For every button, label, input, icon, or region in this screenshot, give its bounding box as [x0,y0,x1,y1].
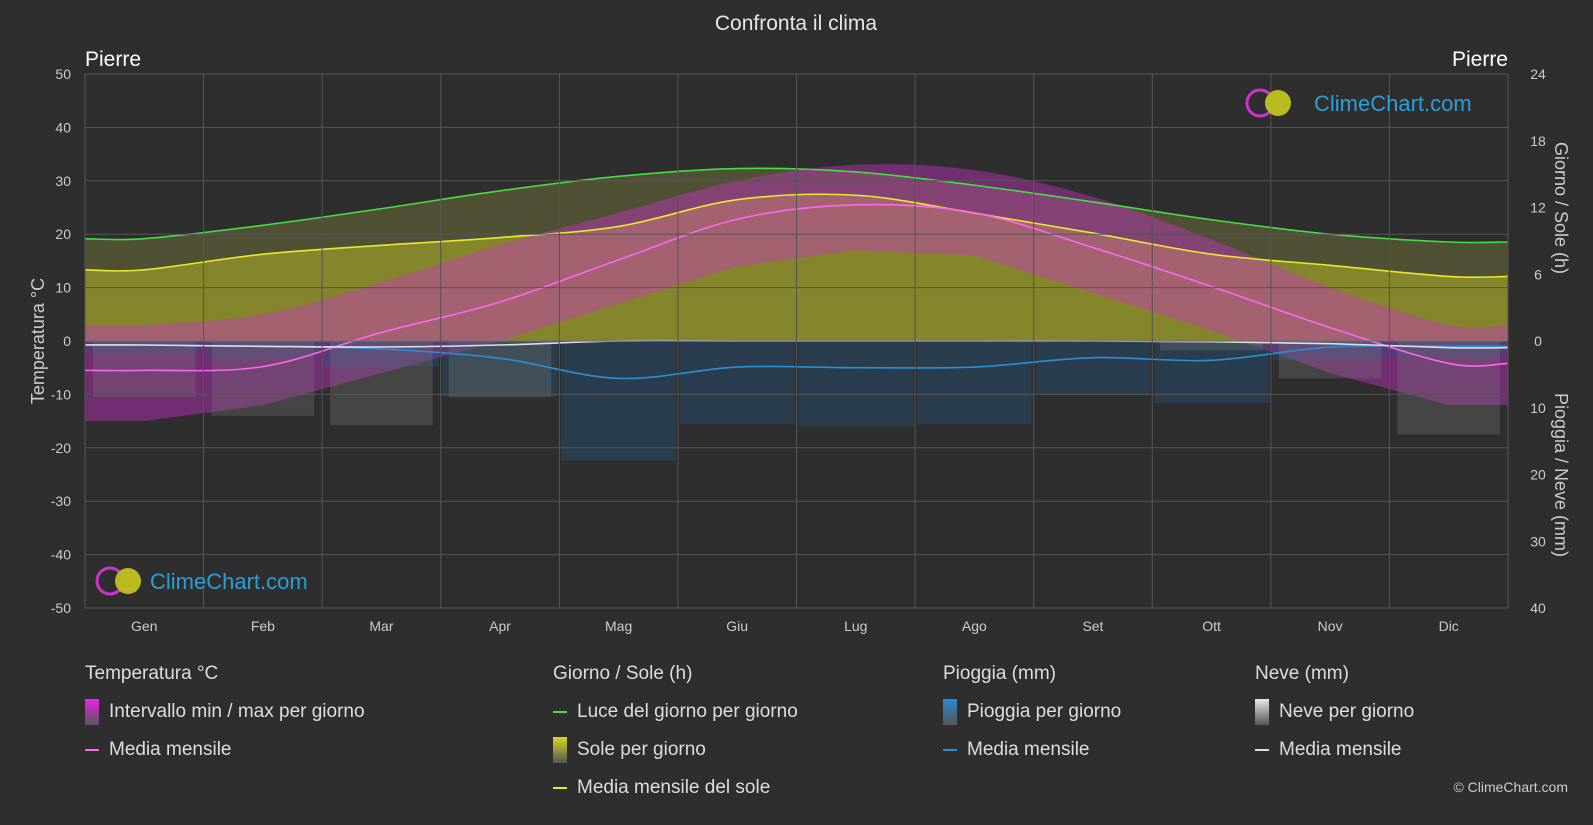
legend-swatch [553,711,567,713]
x-month-label: Ott [1202,618,1221,634]
y-left-tick-label: -20 [51,440,71,456]
y-left-tick-label: -10 [51,386,71,402]
rain-bar [442,341,558,397]
snow-bar [330,341,433,426]
legend-swatch [85,699,99,725]
legend-item-label: Luce del giorno per giorno [577,701,798,722]
y-right-mm-tick-label: 20 [1530,467,1546,483]
y-right-hours-tick-label: 12 [1530,200,1546,216]
axes: 50 40 30 20 10 0 -10 -20 -30 -40 -50 24 18 12 6 0 10 20 30… [51,66,1546,634]
x-month-label: Dic [1439,618,1459,634]
rain-bar [1154,341,1269,403]
x-month-label: Mag [605,618,632,634]
snow-bar [93,341,196,398]
legend-item-label: Sole per giorno [577,739,706,760]
legend-item-label: Intervallo min / max per giorno [109,701,365,722]
y-left-tick-label: 40 [55,119,71,135]
y-right-hours-tick-label: 0 [1534,333,1542,349]
chart-title: Confronta il clima [715,12,878,35]
snow-bar [448,341,552,398]
y-left-tick-label: 10 [55,280,71,296]
y-left-tick-label: 30 [55,173,71,189]
legend-item-label: Media mensile [967,739,1090,760]
legend-item: Sole per giorno [553,737,798,763]
legend-swatch [553,737,567,763]
legend-group-title: Neve (mm) [1255,663,1349,684]
legend-swatch [943,699,957,725]
x-month-label: Lug [844,618,867,634]
brand-name-bottom: ClimeChart.com [150,569,308,594]
y-right-mm-tick-label: 40 [1530,600,1546,616]
snow-bar [211,341,315,416]
x-month-label: Nov [1318,618,1343,634]
rain-bar [324,341,439,367]
logo-sun-icon [1265,90,1291,116]
legend-group: Giorno / Sole (h) Luce del giorno per gio… [553,663,798,813]
y-right-hours-tick-label: 24 [1530,66,1546,82]
brand-logo-top[interactable]: ClimeChart.com [1245,88,1472,118]
legend-item: Intervallo min / max per giorno [85,699,365,725]
legend-swatch [553,787,567,789]
y-right-hours-tick-label: 18 [1530,133,1546,149]
y-left-tick-label: -30 [51,493,71,509]
y-left-tick-label: -50 [51,600,71,616]
legend-group: Neve (mm) Neve per giorno Media mensile [1255,663,1414,775]
y-right-mm-tick-label: 30 [1530,533,1546,549]
logo-sun-icon [115,568,141,594]
y-left-tick-label: 50 [55,66,71,82]
sunshine-mean-line [85,193,1508,279]
y-right-hours-tick-label: 6 [1534,266,1542,282]
legend-item-label: Pioggia per giorno [967,701,1122,722]
legend-item-label: Media mensile [1279,739,1402,760]
legend-swatch [1255,749,1269,751]
legend-swatch [85,749,99,751]
x-month-label: Giu [726,618,748,634]
snow-bar [1160,341,1263,351]
legend-swatch [943,749,957,751]
legend-swatch [1255,699,1269,725]
rain-bar [679,341,795,425]
legend-item: Media mensile del sole [553,775,798,801]
location-left: Pierre [85,48,141,71]
legend-item: Media mensile [1255,737,1414,763]
x-month-label: Apr [489,618,511,634]
legend-item-label: Neve per giorno [1279,701,1415,722]
legend-item: Pioggia per giorno [943,699,1121,725]
location-right: Pierre [1452,48,1508,71]
y-left-tick-label: -40 [51,547,71,563]
rain-bar [917,341,1032,425]
legend-group: Temperatura °C Intervallo min / max per g… [85,663,365,775]
x-month-label: Gen [131,618,157,634]
rain-bar [1035,341,1151,395]
y-right-bottom-axis-label: Pioggia / Neve (mm) [1551,393,1571,557]
x-month-label: Feb [251,618,275,634]
legend-item: Luce del giorno per giorno [553,699,798,725]
rain-bar [1391,341,1506,359]
snow-bar [1397,341,1500,435]
legend-group-title: Temperatura °C [85,663,219,684]
legend-item-label: Media mensile [109,739,232,760]
rain-bar [561,341,676,461]
brand-logo-bottom[interactable]: ClimeChart.com [95,566,308,596]
brand-name-top: ClimeChart.com [1314,91,1472,116]
y-right-mm-tick-label: 10 [1530,400,1546,416]
x-month-label: Ago [962,618,987,634]
y-left-axis-label: Temperatura °C [28,278,48,404]
legend-item-label: Media mensile del sole [577,777,771,798]
legend-group-title: Giorno / Sole (h) [553,663,693,684]
legend-group: Pioggia (mm) Pioggia per giorno Media mens… [943,663,1121,775]
x-month-label: Set [1082,618,1103,634]
y-left-tick-label: 0 [63,333,71,349]
legend-item: Neve per giorno [1255,699,1414,725]
rain-bar [798,341,914,427]
legend-group-title: Pioggia (mm) [943,663,1056,684]
y-right-top-axis-label: Giorno / Sole (h) [1551,142,1571,274]
copyright: © ClimeChart.com [1453,779,1568,795]
x-month-label: Mar [369,618,393,634]
legend-item: Media mensile [943,737,1121,763]
y-left-tick-label: 20 [55,226,71,242]
legend-item: Media mensile [85,737,365,763]
